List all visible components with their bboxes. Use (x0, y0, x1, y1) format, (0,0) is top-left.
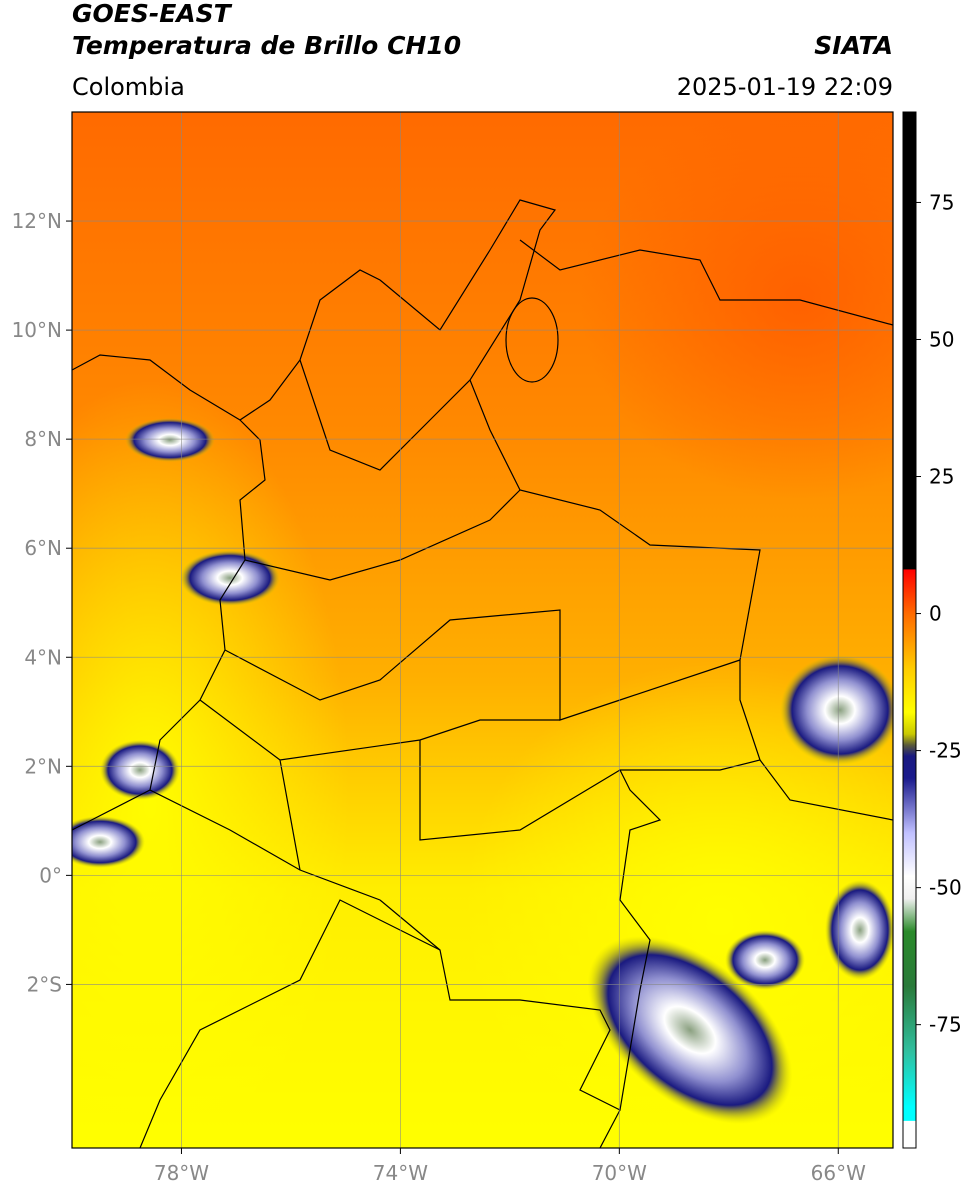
y-tick-label: 2°S (27, 972, 62, 996)
y-tick-label: 8°N (24, 427, 62, 451)
colorbar-tick-label: -50 (929, 876, 962, 900)
colorbar-tick-label: 50 (929, 327, 954, 351)
source: SIATA (814, 31, 893, 60)
subtitle: Temperatura de Brillo CH10 (72, 31, 461, 60)
colorbar-tick-label: 25 (929, 465, 954, 489)
datetime: 2025-01-19 22:09 (677, 73, 893, 101)
title: GOES-EAST (72, 0, 233, 28)
grid: 78°W 74°W 70°W 66°W 12°N 10°N 8°N 6°N 4°N 2°N 0° 2°… (12, 112, 893, 1185)
x-tick-label: 70°W (592, 1161, 647, 1185)
region: Colombia (72, 73, 185, 101)
x-tick-label: 78°W (154, 1161, 209, 1185)
y-tick-label: 2°N (24, 754, 62, 778)
y-tick-label: 4°N (24, 645, 62, 669)
x-tick-label: 74°W (373, 1161, 428, 1185)
colorbar-tick-label: 0 (929, 602, 942, 626)
colorbar-fill (902, 111, 917, 1149)
colorbar-tick-label: 75 (929, 190, 954, 214)
y-tick-label: 6°N (24, 536, 62, 560)
x-tick-label: 66°W (811, 1161, 866, 1185)
map (72, 112, 893, 1148)
y-tick-label: 10°N (12, 318, 62, 342)
map-frame (71, 111, 894, 1149)
colorbar: 75 50 25 0 -25 -50 -75 (902, 111, 962, 1149)
colorbar-tick-label: -75 (929, 1013, 962, 1037)
y-tick-label: 0° (39, 863, 62, 887)
colorbar-tick-label: -25 (929, 739, 962, 763)
y-tick-label: 12°N (12, 209, 62, 233)
